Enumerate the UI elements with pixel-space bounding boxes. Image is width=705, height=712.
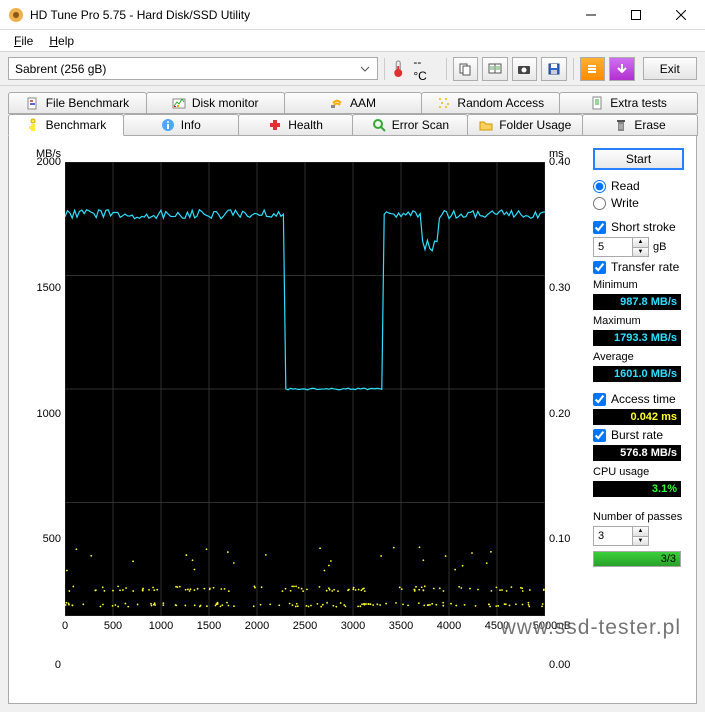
copy-button[interactable] [453, 57, 479, 81]
copy-all-button[interactable] [482, 57, 508, 81]
menu-help[interactable]: Help [41, 32, 82, 50]
short-stroke-unit: gB [653, 241, 666, 253]
title-bar: HD Tune Pro 5.75 - Hard Disk/SSD Utility [0, 0, 705, 30]
min-value: 987.8 MB/s [593, 294, 681, 310]
side-panel: Start Read Write Short stroke ▲▼ gB Tran… [585, 148, 684, 691]
tab-file-benchmark[interactable]: File Benchmark [8, 92, 147, 114]
download-button[interactable] [609, 57, 635, 81]
start-button[interactable]: Start [593, 148, 684, 170]
y-axis-right: ms 0.000.100.200.300.40 [545, 148, 585, 691]
tab-aam[interactable]: AAM [284, 92, 423, 114]
tab-disk-monitor[interactable]: Disk monitor [146, 92, 285, 114]
max-value: 1793.3 MB/s [593, 330, 681, 346]
burst-rate-value: 576.8 MB/s [593, 445, 681, 461]
minimize-button[interactable] [568, 0, 613, 29]
tab-health[interactable]: Health [238, 114, 354, 136]
y-axis-left: MB/s 0500100015002000 [25, 148, 65, 691]
chevron-down-icon [359, 63, 371, 75]
access-time-value: 0.042 ms [593, 409, 681, 425]
thermometer-icon [391, 60, 405, 78]
passes-label: Number of passes [593, 511, 684, 523]
burst-rate-check[interactable]: Burst rate [593, 428, 684, 442]
write-radio[interactable]: Write [593, 196, 684, 210]
menu-file[interactable]: File [6, 32, 41, 50]
drive-select[interactable]: Sabrent (256 gB) [8, 57, 378, 80]
avg-label: Average [593, 351, 684, 363]
tab-info[interactable]: Info [123, 114, 239, 136]
toolbar: Sabrent (256 gB) -- °C Exit [0, 52, 705, 86]
tab-random-access[interactable]: Random Access [421, 92, 560, 114]
drive-select-label: Sabrent (256 gB) [15, 62, 106, 76]
tab-error-scan[interactable]: Error Scan [352, 114, 468, 136]
tab-benchmark[interactable]: Benchmark [8, 114, 124, 136]
tab-extra-tests[interactable]: Extra tests [559, 92, 698, 114]
close-button[interactable] [658, 0, 703, 29]
min-label: Minimum [593, 279, 684, 291]
access-time-check[interactable]: Access time [593, 392, 684, 406]
window-title: HD Tune Pro 5.75 - Hard Disk/SSD Utility [30, 8, 568, 22]
passes-spin[interactable]: ▲▼ [593, 526, 649, 546]
avg-value: 1601.0 MB/s [593, 366, 681, 382]
screenshot-button[interactable] [512, 57, 538, 81]
benchmark-chart [65, 162, 545, 616]
temperature-label: -- °C [413, 55, 435, 83]
save-button[interactable] [541, 57, 567, 81]
app-icon [8, 7, 24, 23]
short-stroke-spin[interactable]: ▲▼ [593, 237, 649, 257]
tabs-row-bottom: BenchmarkInfoHealthError ScanFolder Usag… [8, 114, 697, 136]
x-axis: 0500100015002000250030003500400045005000… [65, 616, 545, 642]
cpu-value: 3.1% [593, 481, 681, 497]
transfer-rate-check[interactable]: Transfer rate [593, 260, 684, 274]
read-radio[interactable]: Read [593, 179, 684, 193]
menu-bar: File Help [0, 30, 705, 52]
tabs-row-top: File BenchmarkDisk monitorAAMRandom Acce… [8, 92, 697, 114]
tab-erase[interactable]: Erase [582, 114, 698, 136]
maximize-button[interactable] [613, 0, 658, 29]
max-label: Maximum [593, 315, 684, 327]
tab-folder-usage[interactable]: Folder Usage [467, 114, 583, 136]
short-stroke-check[interactable]: Short stroke [593, 220, 684, 234]
exit-button[interactable]: Exit [643, 57, 697, 80]
options-button[interactable] [580, 57, 606, 81]
cpu-label: CPU usage [593, 466, 684, 478]
benchmark-panel: MB/s 0500100015002000 050010001500200025… [8, 136, 697, 704]
progress-bar: 3/3 [593, 551, 681, 567]
